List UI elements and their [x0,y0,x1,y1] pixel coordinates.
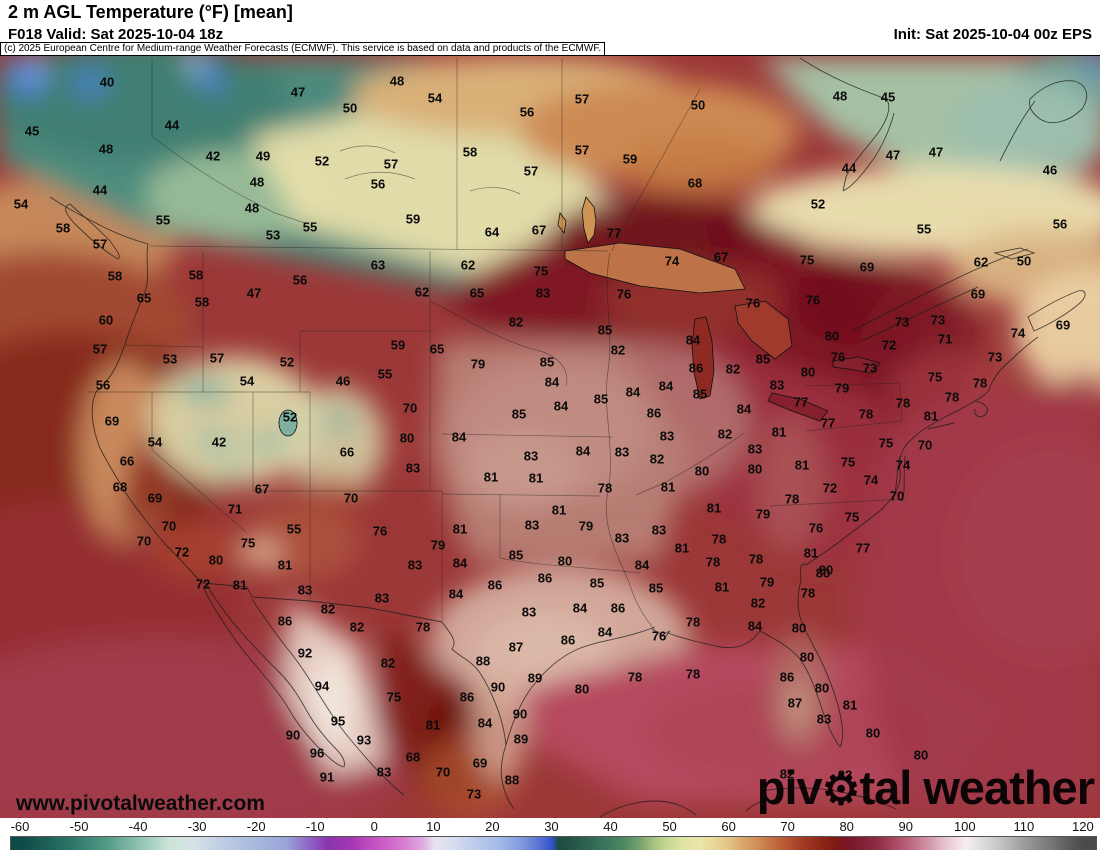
colorbar-tick-label: 80 [839,819,854,834]
colorbar-tick-label: 90 [898,819,913,834]
colorbar: -60 -50 -40 -30 -20 -10 0 10 20 30 40 50 60 70 80 90 100… [0,818,1100,850]
logo-text-post: tal weather [859,761,1095,814]
temperature-field [0,56,1100,818]
colorbar-tick-label: 30 [544,819,559,834]
coastlines [49,57,1088,818]
colorbar-tick-label: -40 [128,819,148,834]
gear-icon: ⚙ [821,766,861,814]
colorbar-tick-label: 50 [662,819,677,834]
colorbar-tick-label: 120 [1072,819,1094,834]
copyright-notice: (c) 2025 European Centre for Medium-rang… [0,42,606,56]
colorbar-tick-label: 60 [721,819,736,834]
state-borders [88,58,906,622]
colorbar-tick-label: 40 [603,819,618,834]
pivotal-weather-logo: piv⚙tal weather [756,760,1095,815]
colorbar-tick-label: 20 [485,819,500,834]
colorbar-tick-label: -50 [69,819,89,834]
colorbar-tick-label: 70 [780,819,795,834]
map-canvas: piv⚙tal weather www.pivotalweather.com [0,55,1100,819]
colorbar-tick-label: -60 [10,819,30,834]
colorbar-tick-label: -10 [305,819,325,834]
forecast-valid-time: F018 Valid: Sat 2025-10-04 18z [8,26,224,43]
colorbar-tick-label: 100 [953,819,976,834]
colorbar-tick-label: 110 [1013,819,1035,834]
logo-text-pre: piv [756,761,823,814]
rivers [339,145,745,632]
lakes-layer [278,196,881,437]
colorbar-tick-label: 10 [426,819,441,834]
model-init-time: Init: Sat 2025-10-04 00z EPS [893,26,1092,43]
colorbar-tick-label: 0 [370,819,378,834]
site-url-watermark: www.pivotalweather.com [16,792,265,815]
colorbar-tick-label: -30 [187,819,207,834]
colorbar-tick-label: -20 [246,819,266,834]
page-title: 2 m AGL Temperature (°F) [mean] [8,2,293,22]
colorbar-gradient [10,836,1097,850]
